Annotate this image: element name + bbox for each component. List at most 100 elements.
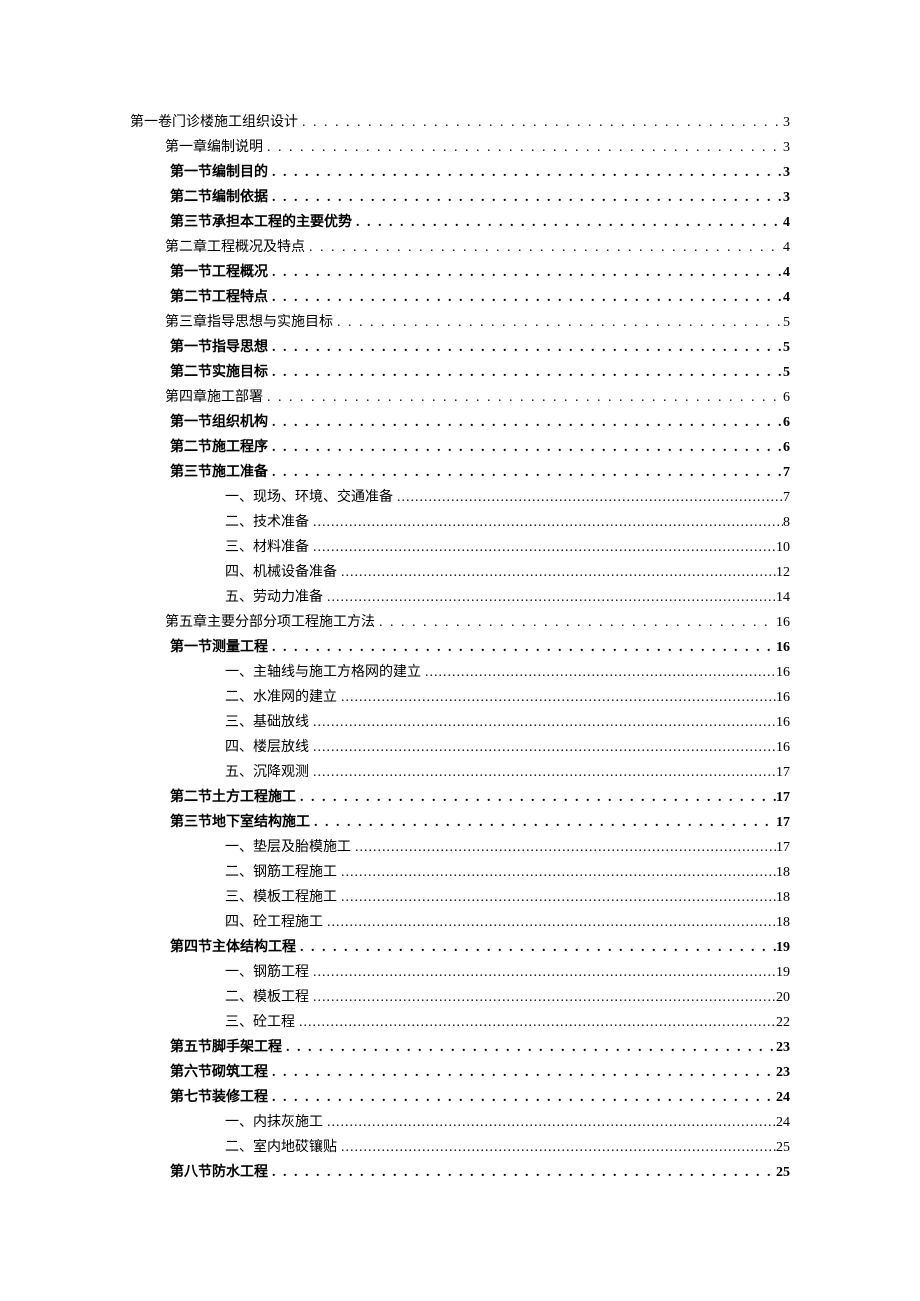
- toc-entry-label: 第二节施工程序: [170, 435, 268, 460]
- toc-dot-leader: . . . . . . . . . . . . . . . . . . . . …: [352, 210, 783, 235]
- toc-entry: 二、钢筋工程施工................................…: [130, 860, 790, 885]
- toc-dot-leader: . . . . . . . . . . . . . . . . . . . . …: [268, 335, 783, 360]
- toc-dot-leader: ........................................…: [309, 535, 776, 560]
- toc-entry: 第二节编制依据. . . . . . . . . . . . . . . . .…: [130, 185, 790, 210]
- toc-dot-leader: . . . . . . . . . . . . . . . . . . . . …: [268, 160, 783, 185]
- toc-dot-leader: . . . . . . . . . . . . . . . . . . . . …: [375, 610, 776, 635]
- toc-dot-leader: ........................................…: [309, 510, 783, 535]
- toc-entry: 三、材料准备..................................…: [130, 535, 790, 560]
- toc-entry-label: 三、材料准备: [225, 535, 309, 560]
- toc-entry-page: 16: [776, 660, 790, 685]
- toc-dot-leader: . . . . . . . . . . . . . . . . . . . . …: [268, 635, 776, 660]
- toc-dot-leader: . . . . . . . . . . . . . . . . . . . . …: [263, 135, 783, 160]
- toc-dot-leader: . . . . . . . . . . . . . . . . . . . . …: [296, 785, 776, 810]
- toc-entry: 二、室内地砹镶贴................................…: [130, 1135, 790, 1160]
- toc-dot-leader: ........................................…: [421, 660, 776, 685]
- toc-entry-label: 二、技术准备: [225, 510, 309, 535]
- toc-entry-label: 第二节编制依据: [170, 185, 268, 210]
- toc-entry: 第一节编制目的. . . . . . . . . . . . . . . . .…: [130, 160, 790, 185]
- toc-dot-leader: . . . . . . . . . . . . . . . . . . . . …: [305, 235, 783, 260]
- toc-entry-page: 24: [776, 1085, 790, 1110]
- toc-dot-leader: . . . . . . . . . . . . . . . . . . . . …: [268, 460, 783, 485]
- toc-dot-leader: ........................................…: [337, 685, 776, 710]
- toc-dot-leader: . . . . . . . . . . . . . . . . . . . . …: [268, 285, 783, 310]
- toc-entry-page: 3: [783, 160, 790, 185]
- toc-entry: 第三节地下室结构施工. . . . . . . . . . . . . . . …: [130, 810, 790, 835]
- toc-dot-leader: ........................................…: [337, 560, 776, 585]
- toc-dot-leader: . . . . . . . . . . . . . . . . . . . . …: [268, 1085, 776, 1110]
- toc-entry: 五、沉降观测..................................…: [130, 760, 790, 785]
- toc-entry-label: 三、砼工程: [225, 1010, 295, 1035]
- toc-entry-label: 第四节主体结构工程: [170, 935, 296, 960]
- toc-entry-page: 16: [776, 735, 790, 760]
- toc-entry-label: 四、机械设备准备: [225, 560, 337, 585]
- toc-entry: 第二节施工程序. . . . . . . . . . . . . . . . .…: [130, 435, 790, 460]
- toc-dot-leader: . . . . . . . . . . . . . . . . . . . . …: [268, 360, 783, 385]
- toc-entry: 二、水准网的建立................................…: [130, 685, 790, 710]
- toc-entry: 四、砼工程施工.................................…: [130, 910, 790, 935]
- toc-entry: 第三节承担本工程的主要优势. . . . . . . . . . . . . .…: [130, 210, 790, 235]
- toc-entry: 一、钢筋工程..................................…: [130, 960, 790, 985]
- toc-entry: 一、主轴线与施工方格网的建立..........................…: [130, 660, 790, 685]
- toc-entry: 四、楼层放线..................................…: [130, 735, 790, 760]
- toc-entry: 第八节防水工程. . . . . . . . . . . . . . . . .…: [130, 1160, 790, 1185]
- toc-entry: 第一章编制说明. . . . . . . . . . . . . . . . .…: [130, 135, 790, 160]
- toc-entry-label: 第一节指导思想: [170, 335, 268, 360]
- toc-dot-leader: ........................................…: [323, 1110, 776, 1135]
- toc-entry-label: 一、垫层及胎模施工: [225, 835, 351, 860]
- toc-entry-label: 第三节施工准备: [170, 460, 268, 485]
- toc-entry-page: 19: [776, 935, 790, 960]
- toc-dot-leader: . . . . . . . . . . . . . . . . . . . . …: [268, 435, 783, 460]
- toc-entry-label: 三、模板工程施工: [225, 885, 337, 910]
- toc-entry-label: 第三章指导思想与实施目标: [165, 310, 333, 335]
- toc-entry-label: 第五节脚手架工程: [170, 1035, 282, 1060]
- toc-dot-leader: . . . . . . . . . . . . . . . . . . . . …: [268, 410, 783, 435]
- toc-entry: 第一节指导思想. . . . . . . . . . . . . . . . .…: [130, 335, 790, 360]
- toc-entry: 三、模板工程施工................................…: [130, 885, 790, 910]
- toc-entry: 一、内抹灰施工.................................…: [130, 1110, 790, 1135]
- toc-page: 第一卷门诊楼施工组织设计. . . . . . . . . . . . . . …: [0, 0, 920, 1301]
- toc-entry-page: 18: [776, 910, 790, 935]
- toc-entry-page: 20: [776, 985, 790, 1010]
- toc-entry-page: 17: [776, 835, 790, 860]
- toc-entry-page: 10: [776, 535, 790, 560]
- toc-dot-leader: ........................................…: [295, 1010, 776, 1035]
- toc-entry-page: 18: [776, 860, 790, 885]
- toc-dot-leader: ........................................…: [323, 585, 776, 610]
- toc-entry-label: 二、水准网的建立: [225, 685, 337, 710]
- toc-entry-page: 23: [776, 1035, 790, 1060]
- toc-entry-page: 16: [776, 710, 790, 735]
- toc-entry-page: 24: [776, 1110, 790, 1135]
- toc-entry-label: 一、主轴线与施工方格网的建立: [225, 660, 421, 685]
- toc-entry-page: 18: [776, 885, 790, 910]
- toc-dot-leader: ........................................…: [309, 760, 776, 785]
- toc-entry-page: 17: [776, 810, 790, 835]
- toc-entry-label: 一、内抹灰施工: [225, 1110, 323, 1135]
- toc-entry: 第三节施工准备. . . . . . . . . . . . . . . . .…: [130, 460, 790, 485]
- toc-entry-label: 第一章编制说明: [165, 135, 263, 160]
- toc-dot-leader: ........................................…: [337, 885, 776, 910]
- toc-entry-page: 16: [776, 685, 790, 710]
- toc-dot-leader: ........................................…: [309, 985, 776, 1010]
- toc-entry-page: 4: [783, 210, 790, 235]
- toc-entry: 第七节装修工程. . . . . . . . . . . . . . . . .…: [130, 1085, 790, 1110]
- toc-entry-page: 17: [776, 785, 790, 810]
- toc-entry-page: 4: [783, 260, 790, 285]
- toc-entry-label: 第三节承担本工程的主要优势: [170, 210, 352, 235]
- toc-dot-leader: ........................................…: [323, 910, 776, 935]
- toc-entry-page: 6: [783, 410, 790, 435]
- toc-dot-leader: . . . . . . . . . . . . . . . . . . . . …: [268, 1160, 776, 1185]
- toc-entry-label: 二、模板工程: [225, 985, 309, 1010]
- toc-entry-page: 3: [783, 185, 790, 210]
- toc-entry-label: 第一节测量工程: [170, 635, 268, 660]
- toc-entry-label: 五、劳动力准备: [225, 585, 323, 610]
- toc-entry-page: 6: [783, 435, 790, 460]
- toc-entry-label: 第二节土方工程施工: [170, 785, 296, 810]
- toc-entry-label: 第一卷门诊楼施工组织设计: [130, 110, 298, 135]
- toc-dot-leader: . . . . . . . . . . . . . . . . . . . . …: [268, 1060, 776, 1085]
- toc-entry: 第二节土方工程施工. . . . . . . . . . . . . . . .…: [130, 785, 790, 810]
- toc-entry-page: 7: [783, 485, 790, 510]
- toc-dot-leader: . . . . . . . . . . . . . . . . . . . . …: [268, 185, 783, 210]
- toc-entry-label: 第三节地下室结构施工: [170, 810, 310, 835]
- toc-entry: 二、模板工程..................................…: [130, 985, 790, 1010]
